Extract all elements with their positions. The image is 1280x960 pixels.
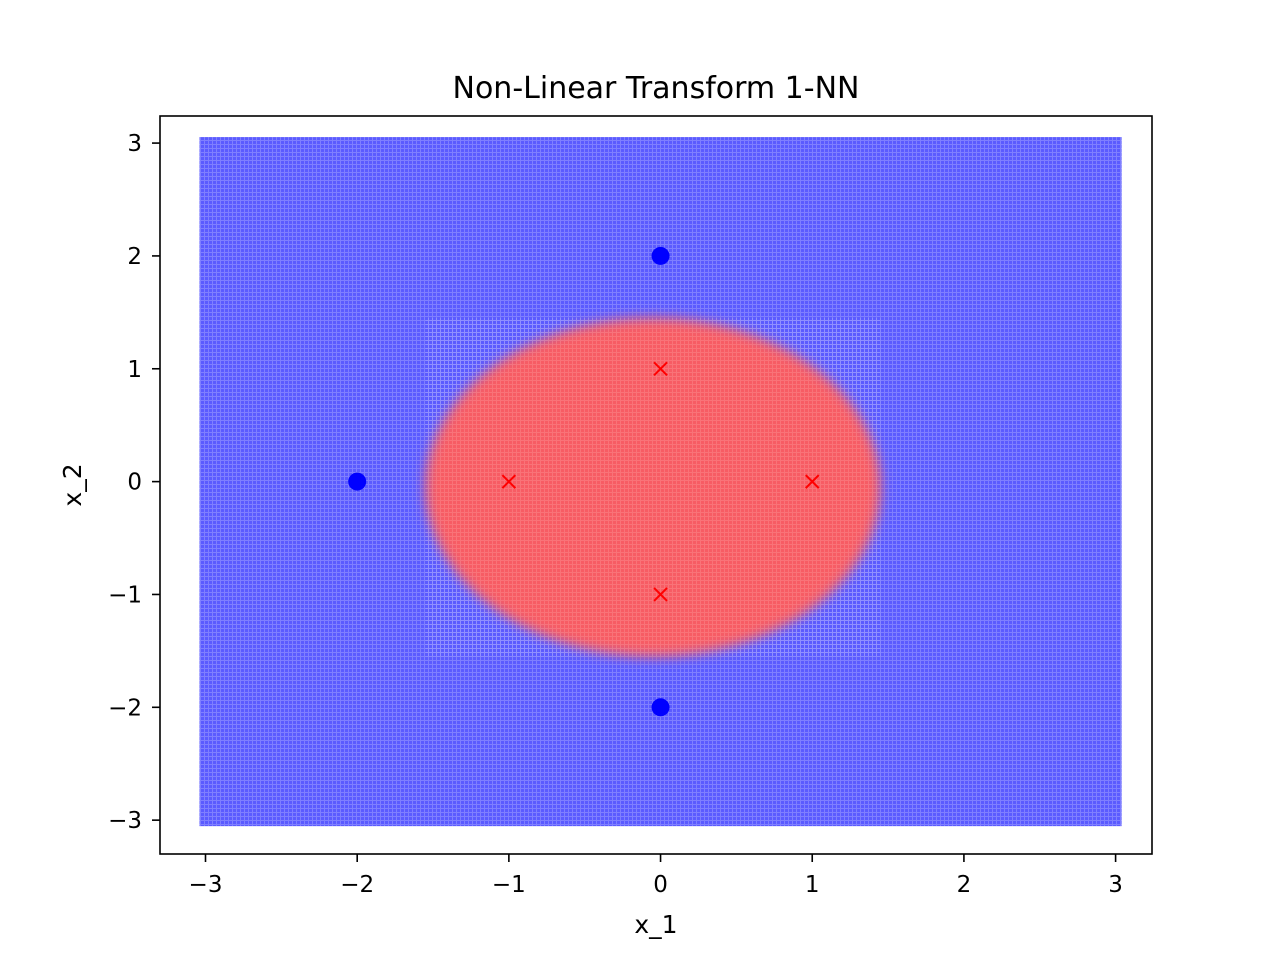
axes-frame (159, 115, 1153, 855)
x-tick-label: −2 (340, 872, 374, 898)
x-tick-label: −3 (189, 872, 223, 898)
data-point-x (653, 587, 668, 602)
data-points (348, 246, 820, 717)
y-tick-label: −1 (108, 582, 142, 608)
x-axis-label: x_1 (634, 910, 677, 939)
x-tick-label: 3 (1108, 872, 1123, 898)
chart-title: Non-Linear Transform 1-NN (453, 71, 860, 106)
y-tick-label: 2 (127, 244, 142, 270)
data-point-x (805, 474, 820, 489)
x-tick-label: 2 (957, 872, 972, 898)
x-tick-label: −1 (492, 872, 526, 898)
x-axis: −3 −2 −1 0 1 2 3 (189, 854, 1123, 898)
y-tick-label: 0 (127, 470, 142, 496)
data-point-circle (651, 246, 670, 265)
y-tick-label: −2 (108, 695, 142, 721)
data-point-x (653, 361, 668, 376)
y-tick-label: 1 (127, 357, 142, 383)
plot-area (199, 137, 1122, 827)
decision-region-class-mesh (425, 317, 881, 657)
y-tick-label: −3 (108, 808, 142, 834)
y-axis: −3 −2 −1 0 1 2 3 (108, 131, 160, 834)
y-tick-label: 3 (127, 131, 142, 157)
y-axis-label: x_2 (58, 463, 87, 506)
data-point-x (501, 474, 517, 489)
data-point-circle (348, 472, 367, 491)
x-tick-label: 0 (653, 872, 668, 898)
data-point-circle (651, 698, 670, 717)
x-tick-label: 1 (805, 872, 820, 898)
